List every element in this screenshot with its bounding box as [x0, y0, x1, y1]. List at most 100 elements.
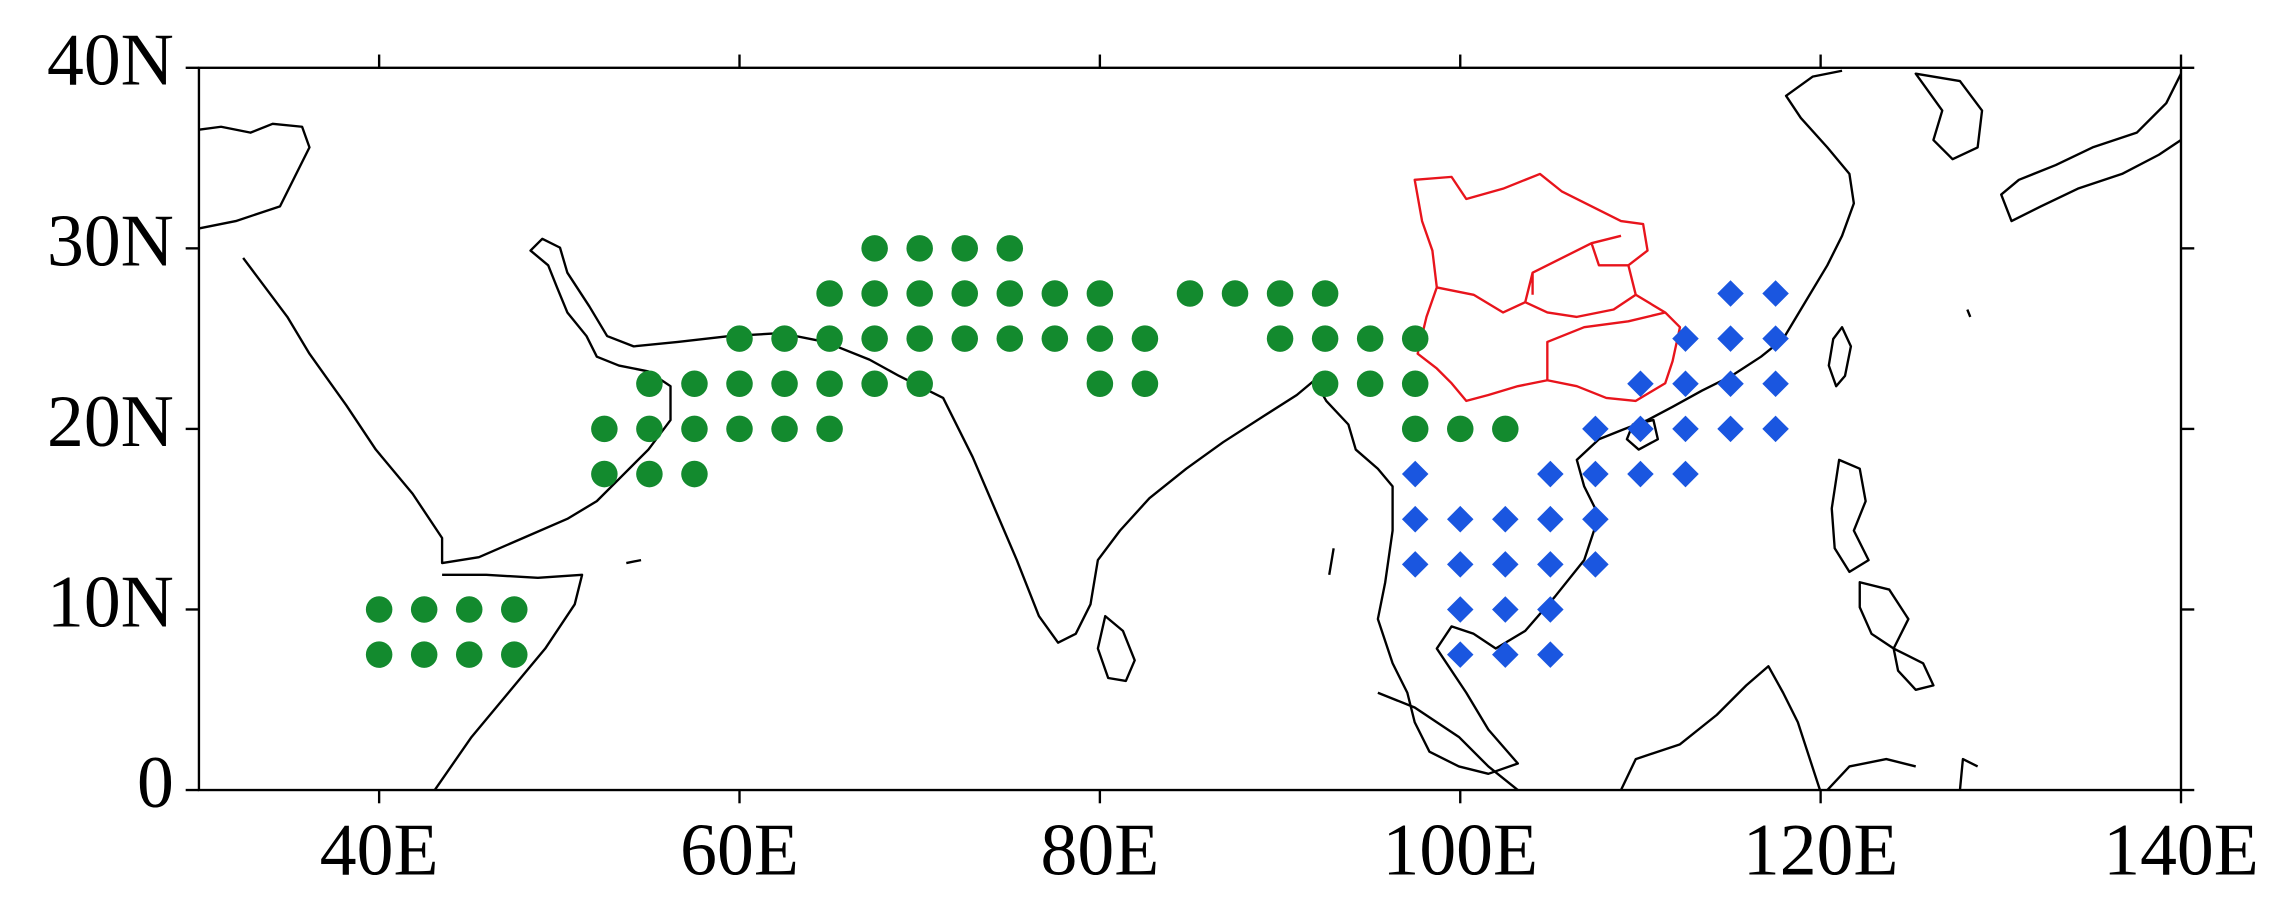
coastline [198, 122, 311, 230]
circle-point [501, 596, 528, 623]
diamond-point [1537, 460, 1564, 488]
circle-point [365, 596, 393, 623]
circle-point [1311, 325, 1339, 352]
circle-point [861, 235, 888, 262]
circle-point [1131, 325, 1159, 352]
circle-point [951, 325, 979, 352]
circle-point [951, 235, 979, 262]
circle-point [455, 641, 483, 668]
circle-point [771, 415, 798, 443]
diamond-point [1401, 460, 1429, 488]
circle-point [861, 280, 888, 307]
diamond-point [1582, 415, 1609, 443]
circle-point [951, 280, 979, 307]
y-tick-label: 10N [47, 560, 174, 642]
diamond-point [1401, 505, 1429, 533]
circle-point [455, 596, 483, 623]
circle-point [1401, 325, 1429, 352]
coastline [242, 69, 1856, 775]
hainan [1625, 418, 1660, 451]
coastline [433, 573, 584, 791]
diamond-point [1717, 280, 1744, 307]
diamond-point [1582, 460, 1609, 488]
diamond-point [1446, 641, 1474, 668]
circle-point [726, 415, 753, 443]
province-border [1436, 234, 1666, 381]
diamond-point [1446, 551, 1474, 578]
circle-point [1086, 325, 1114, 352]
circle-point [365, 641, 393, 668]
circle-point [861, 370, 888, 398]
circle-point [861, 325, 888, 352]
diamond-point [1762, 325, 1789, 352]
circle-point [996, 280, 1024, 307]
diamond-point [1537, 505, 1564, 533]
circle-point [996, 235, 1024, 262]
province-outline [1413, 172, 1682, 403]
circle-point [591, 460, 618, 488]
diamond-point [1492, 596, 1519, 623]
circle-point [681, 460, 708, 488]
coastlines [198, 69, 2183, 791]
circle-point [906, 370, 933, 398]
circle-point [1401, 370, 1429, 398]
diamond-point [1627, 415, 1654, 443]
x-tick-label: 120E [1743, 809, 1899, 891]
circle-point [1221, 280, 1249, 307]
circle-point [726, 370, 753, 398]
diamond-point [1672, 325, 1699, 352]
circle-point [636, 370, 663, 398]
x-tick-label: 80E [1041, 809, 1160, 891]
circle-point [1492, 415, 1519, 443]
circle-point [1311, 280, 1339, 307]
circle-point [816, 325, 843, 352]
y-tick-label: 40N [47, 19, 174, 101]
map-frame [197, 66, 2183, 792]
diamond-point [1537, 641, 1564, 668]
circle-point [410, 596, 438, 623]
circle-point [816, 370, 843, 398]
circle-point [1311, 370, 1339, 398]
taiwan [1827, 326, 1853, 388]
diamond-point [1627, 460, 1654, 488]
circle-point [410, 641, 438, 668]
x-tick-label: 40E [320, 809, 439, 891]
diamond-point [1672, 370, 1699, 398]
circle-point [816, 280, 843, 307]
diamond-point [1717, 415, 1744, 443]
circle-point [771, 370, 798, 398]
circle-point [1356, 325, 1384, 352]
x-tick-label: 60E [680, 809, 799, 891]
diamond-point [1762, 370, 1789, 398]
diamond-point [1717, 370, 1744, 398]
y-tick-label: 0 [137, 741, 174, 823]
sumatra [1377, 691, 1519, 791]
circle-point [1131, 370, 1159, 398]
circle-point [771, 325, 798, 352]
y-tick-label: 30N [47, 199, 174, 281]
circle-point [1176, 280, 1204, 307]
circle-point [501, 641, 528, 668]
diamond-point [1537, 551, 1564, 578]
diamond-point [1446, 505, 1474, 533]
circle-point [636, 460, 663, 488]
diamond-point [1672, 415, 1699, 443]
circle-point [681, 415, 708, 443]
circle-point [1041, 280, 1069, 307]
circle-point [681, 370, 708, 398]
circle-point [1356, 370, 1384, 398]
diamond-point [1582, 551, 1609, 578]
circle-point [906, 235, 933, 262]
circle-point [816, 415, 843, 443]
coastline [626, 309, 1972, 576]
sri-lanka [1096, 614, 1136, 683]
circle-point [1446, 415, 1474, 443]
x-tick-label: 140E [2103, 809, 2259, 891]
diamond-point [1672, 460, 1699, 488]
diamond-point [1627, 370, 1654, 398]
japan [2000, 73, 2183, 223]
x-tick-label: 100E [1383, 809, 1539, 891]
diamond-point [1717, 325, 1744, 352]
diamond-point [1537, 596, 1564, 623]
